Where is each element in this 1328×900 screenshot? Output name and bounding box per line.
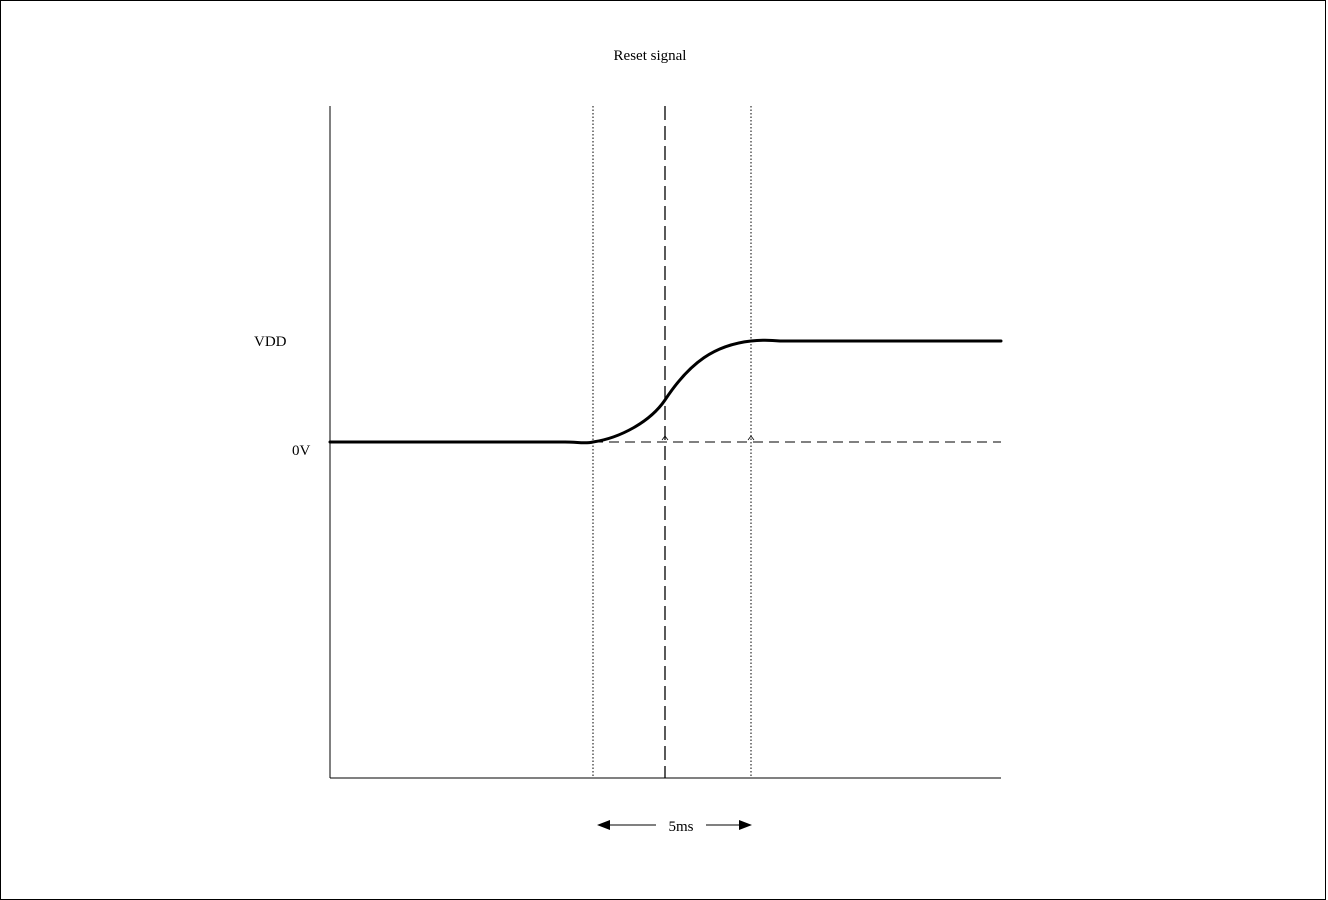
zero-volt-label: 0V [292, 443, 311, 459]
diagram-title: Reset signal [614, 48, 687, 64]
interval-label: 5ms [668, 819, 693, 835]
reset-signal-diagram: Reset signal VDD 0V 5ms [0, 0, 1328, 845]
interval-arrowhead-right [739, 820, 752, 830]
interval-arrowhead-left [597, 820, 610, 830]
vdd-label: VDD [254, 334, 287, 350]
